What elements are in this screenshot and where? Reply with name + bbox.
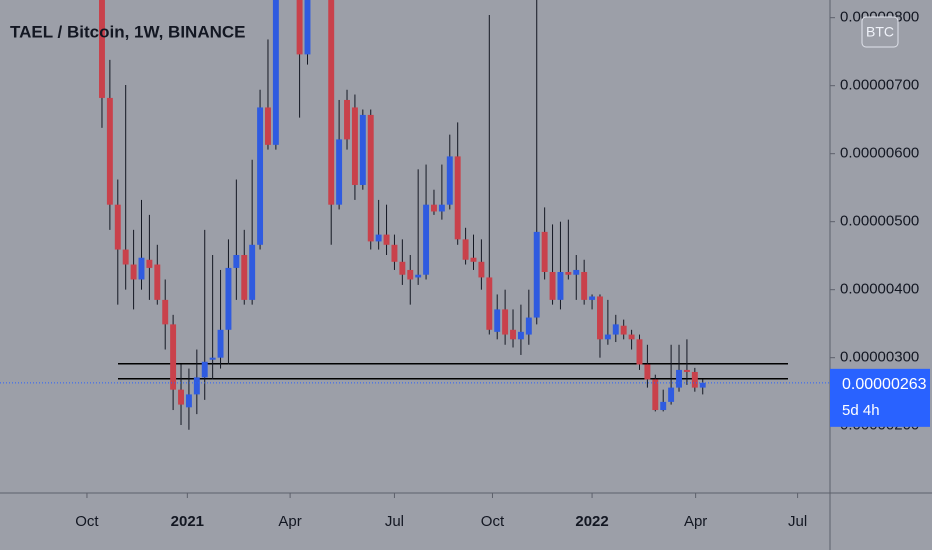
candle-body (328, 0, 335, 205)
currency-button[interactable] (861, 16, 899, 48)
candle-body (541, 231, 548, 272)
candle-body (170, 324, 177, 390)
candle-body (217, 329, 224, 358)
candle-body (241, 255, 248, 300)
y-tick-label: 0.00000300 (840, 349, 919, 366)
candle-body (478, 261, 485, 278)
candle-body (470, 257, 477, 262)
axes: 0.000002000.000003000.000004000.00000500… (75, 9, 930, 530)
candle-body (178, 389, 184, 405)
chart-title: TAEL / Bitcoin, 1W, BINANCE (10, 22, 246, 41)
candle-body (557, 272, 564, 300)
candle-body (193, 377, 200, 395)
candle-body (683, 369, 690, 372)
candle-body (628, 334, 635, 340)
candle-body (699, 382, 706, 388)
candle-body (486, 277, 493, 330)
x-tick-label: Jul (788, 513, 807, 530)
candle-body (636, 339, 643, 365)
candle-body (122, 249, 129, 265)
y-tick-label: 0.00000700 (840, 77, 919, 94)
candle-body (201, 361, 208, 378)
candle-body (146, 259, 153, 268)
candle-body (431, 204, 437, 212)
x-tick-label: Apr (278, 513, 301, 530)
x-tick-label: 2021 (171, 513, 204, 530)
x-tick-label: Oct (481, 513, 505, 530)
candle-body (446, 156, 453, 205)
candle-body (344, 99, 350, 140)
candle-body (604, 334, 611, 340)
x-tick-label: Jul (385, 513, 404, 530)
x-tick-label: Oct (75, 513, 99, 530)
candle-body (644, 364, 651, 380)
candle-body (494, 309, 501, 332)
candle-body (185, 394, 192, 408)
candle-body (581, 272, 588, 300)
candle-body (375, 234, 382, 242)
candle-body (114, 204, 121, 250)
candle-body (565, 272, 572, 275)
candle-body (423, 204, 430, 275)
candle-body (525, 317, 532, 335)
candle-body (415, 274, 422, 278)
candle-body (612, 324, 619, 335)
countdown-label: 5d 4h (842, 402, 880, 419)
plot-area (0, 0, 830, 430)
candle-body (454, 156, 461, 240)
candle-body (407, 269, 414, 280)
last-price-label: 0.00000263 (842, 376, 927, 393)
candle-body (462, 239, 469, 260)
candle-body (517, 331, 524, 340)
x-tick-label: 2022 (575, 513, 608, 530)
candle-body (209, 357, 216, 360)
candle-body (589, 296, 596, 300)
candle-body (573, 269, 580, 275)
y-tick-label: 0.00000600 (840, 145, 919, 162)
candle-body (130, 264, 137, 280)
x-tick-label: Apr (684, 513, 707, 530)
candle-body (359, 114, 366, 185)
candle-body (138, 257, 145, 280)
candle-body (652, 379, 659, 411)
candle-body (351, 107, 358, 185)
candle-body (99, 0, 105, 98)
candle-body (502, 309, 509, 335)
candle-body (597, 296, 603, 340)
currency-label[interactable]: BTC (866, 24, 894, 40)
candle-body (106, 97, 113, 205)
candle-body (691, 371, 698, 388)
candle-body (438, 204, 445, 212)
candle-body (225, 267, 232, 330)
candle-body (249, 244, 256, 300)
candle-body (265, 107, 271, 145)
candle-body (660, 401, 667, 411)
candle-body (620, 325, 627, 335)
candle-body (304, 0, 311, 55)
candle-body (533, 231, 540, 318)
candle-body (676, 369, 682, 388)
last-price-box (830, 368, 930, 427)
candle-body (549, 272, 556, 300)
candle-body (233, 255, 240, 268)
candle-body (336, 139, 343, 205)
candle-body (257, 107, 264, 245)
candle-body (162, 299, 169, 325)
candle-body (296, 0, 303, 55)
candle-body (272, 0, 279, 145)
candle-body (383, 234, 390, 245)
candle-body (391, 244, 398, 262)
candle-body (399, 261, 406, 275)
y-tick-label: 0.00000400 (840, 281, 919, 298)
y-tick-label: 0.00000500 (840, 213, 919, 230)
candle-body (367, 114, 374, 242)
candle-body (668, 387, 675, 402)
candle-body (154, 264, 161, 300)
candle-body (510, 329, 516, 340)
